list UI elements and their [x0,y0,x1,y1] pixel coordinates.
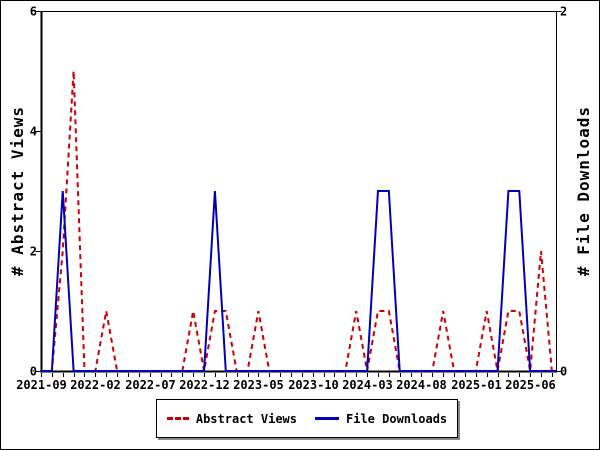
y-tick-label-right: 2 [560,5,567,19]
legend: Abstract Views File Downloads [156,399,458,438]
y-tick-label-left: 2 [30,245,37,259]
x-tick-label: 2022-12 [179,378,230,392]
legend-item-file-downloads: File Downloads [315,412,447,426]
y-tick-label-right: 0 [560,365,567,379]
plot-frame [41,11,557,372]
legend-label-abstract-views: Abstract Views [195,411,297,426]
series-line-abstract-views [41,70,556,372]
y-tick-label-left: 0 [30,365,37,379]
y-tick-label-left: 4 [30,125,37,139]
y-tick-label-left: 6 [30,5,37,19]
x-tick-label: 2023-10 [288,378,339,392]
y-axis-title-left: # Abstract Views [8,106,27,276]
x-tick-label: 2022-02 [70,378,121,392]
y-axis-title-right: # File Downloads [574,106,593,276]
x-tick-label: 2024-08 [396,378,447,392]
series-line-file-downloads [41,190,556,372]
x-tick-label: 2022-07 [125,378,176,392]
legend-line-sample-abstract-views [166,417,189,420]
x-tick-label: 2021-09 [16,378,67,392]
legend-line-sample-file-downloads [315,417,339,420]
legend-item-abstract-views: Abstract Views [166,411,297,426]
x-tick-label: 2024-03 [342,378,393,392]
x-tick-label: 2025-06 [505,378,556,392]
x-tick-label: 2023-05 [233,378,284,392]
x-tick-label: 2025-01 [451,378,502,392]
legend-label-file-downloads: File Downloads [346,411,448,426]
